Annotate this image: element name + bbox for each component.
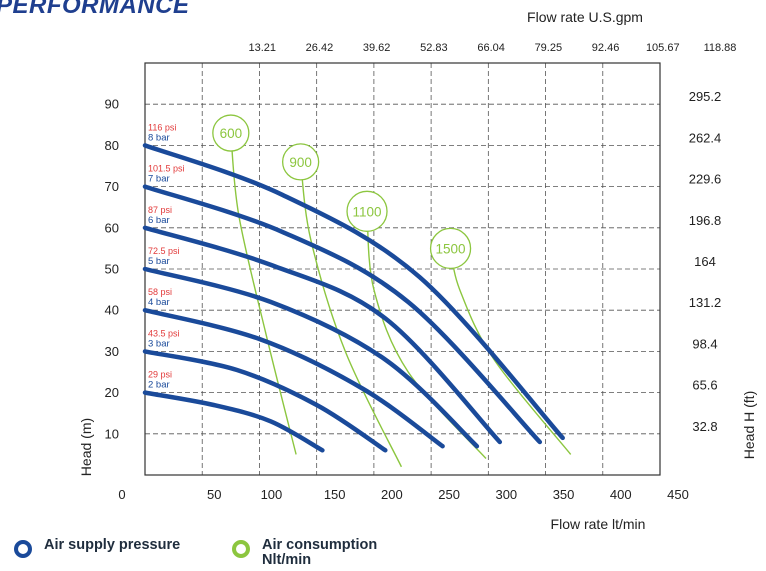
x2-tick-label: 52.83 [420,42,448,54]
x-tick-label: 300 [495,487,517,502]
air-supply-legend-label: Air supply pressure [44,537,181,553]
air-consumption-label: 900 [289,155,312,170]
y2-tick-label: 32.8 [692,419,717,434]
psi-label: 72.5 psi [148,246,180,256]
air-consumption-legend-label: Air consumption Nlt/min [262,537,378,568]
air-consumption-label: 1100 [353,204,382,219]
x2-tick-label: 26.42 [306,42,334,54]
pressure-curve-6-bar [142,225,503,445]
x-tick-label: 350 [553,487,575,502]
pressure-curve-8-bar [142,143,565,441]
y2-tick-label: 131.2 [689,295,722,310]
y-axis-label: Head (m) [78,418,94,476]
bar-label: 5 bar [148,256,170,267]
bar-label: 8 bar [148,132,170,143]
x2-tick-label: 39.62 [363,42,391,54]
y-tick-label: 90 [105,97,119,112]
y2-tick-label: 229.6 [689,172,722,187]
psi-label: 43.5 psi [148,328,180,338]
y-tick-label: 40 [105,303,119,318]
pressure-curve-4-bar [142,307,445,449]
air-consumption-bubble [281,143,320,181]
y-tick-label: 60 [105,220,119,235]
x2-axis-label: Flow rate U.S.gpm [527,9,643,25]
x2-tick-label: 92.46 [592,42,620,54]
y-tick-label: 80 [105,138,119,153]
pressure-curve-3-bar [142,349,388,453]
psi-label: 116 psi [148,122,176,132]
air-consumption-label: 600 [220,126,243,141]
y2-axis-label: Head H (ft) [741,391,757,459]
air-supply-legend-icon [14,540,32,558]
x2-tick-label: 66.04 [477,42,505,54]
psi-label: 87 psi [148,205,172,215]
x2-tick-label: 105.67 [646,42,680,54]
pressure-curve-7-bar [142,184,543,445]
psi-label: 29 psi [148,370,172,380]
bar-label: 6 bar [148,215,170,226]
y2-tick-label: 196.8 [689,213,722,228]
y2-tick-label: 262.4 [689,130,722,145]
x-tick-label: 250 [438,487,460,502]
bar-label: 3 bar [148,338,170,349]
x-tick-label: 150 [324,487,346,502]
x2-tick-label: 79.25 [535,42,563,54]
psi-label: 101.5 psi [148,164,185,174]
air-consumption-line [230,132,297,455]
y-tick-label: 70 [105,179,119,194]
x-axis-label: Flow rate lt/min [551,516,646,532]
y-tick-label: 10 [105,426,119,441]
x2-tick-label: 118.88 [704,42,737,54]
y2-tick-label: 98.4 [692,336,717,351]
air-consumption-bubble [429,227,472,270]
pressure-curve-2-bar [142,390,325,453]
air-consumption-bubble [346,190,388,232]
x2-tick-label: 13.21 [248,42,276,54]
legend-air-supply: Air supply pressure [14,538,194,558]
y-tick-label: 20 [105,385,119,400]
legend-air-consumption: Air consumption Nlt/min [232,538,412,568]
y2-tick-label: 65.6 [692,378,717,393]
y-tick-label: 50 [105,262,119,277]
x-tick-label: 200 [381,487,403,502]
bar-label: 4 bar [148,297,170,308]
y-tick-label: 30 [105,344,119,359]
page-title: PERFORMANCE [0,0,190,19]
air-consumption-legend-icon [232,540,250,558]
x-tick-label: 50 [207,487,221,502]
air-consumption-bubble [212,114,250,152]
bar-label: 7 bar [148,174,170,185]
air-consumption-line [299,161,403,468]
x-tick-label: 450 [667,487,689,502]
bar-label: 2 bar [148,380,170,391]
x-tick-label: 0 [118,487,125,502]
psi-label: 58 psi [148,287,172,297]
x-tick-label: 100 [261,487,283,502]
y2-tick-label: 295.2 [689,89,722,104]
air-consumption-label: 1500 [436,241,466,256]
x-tick-label: 400 [610,487,632,502]
y2-tick-label: 164 [694,254,716,269]
pressure-curve-5-bar [142,266,480,449]
